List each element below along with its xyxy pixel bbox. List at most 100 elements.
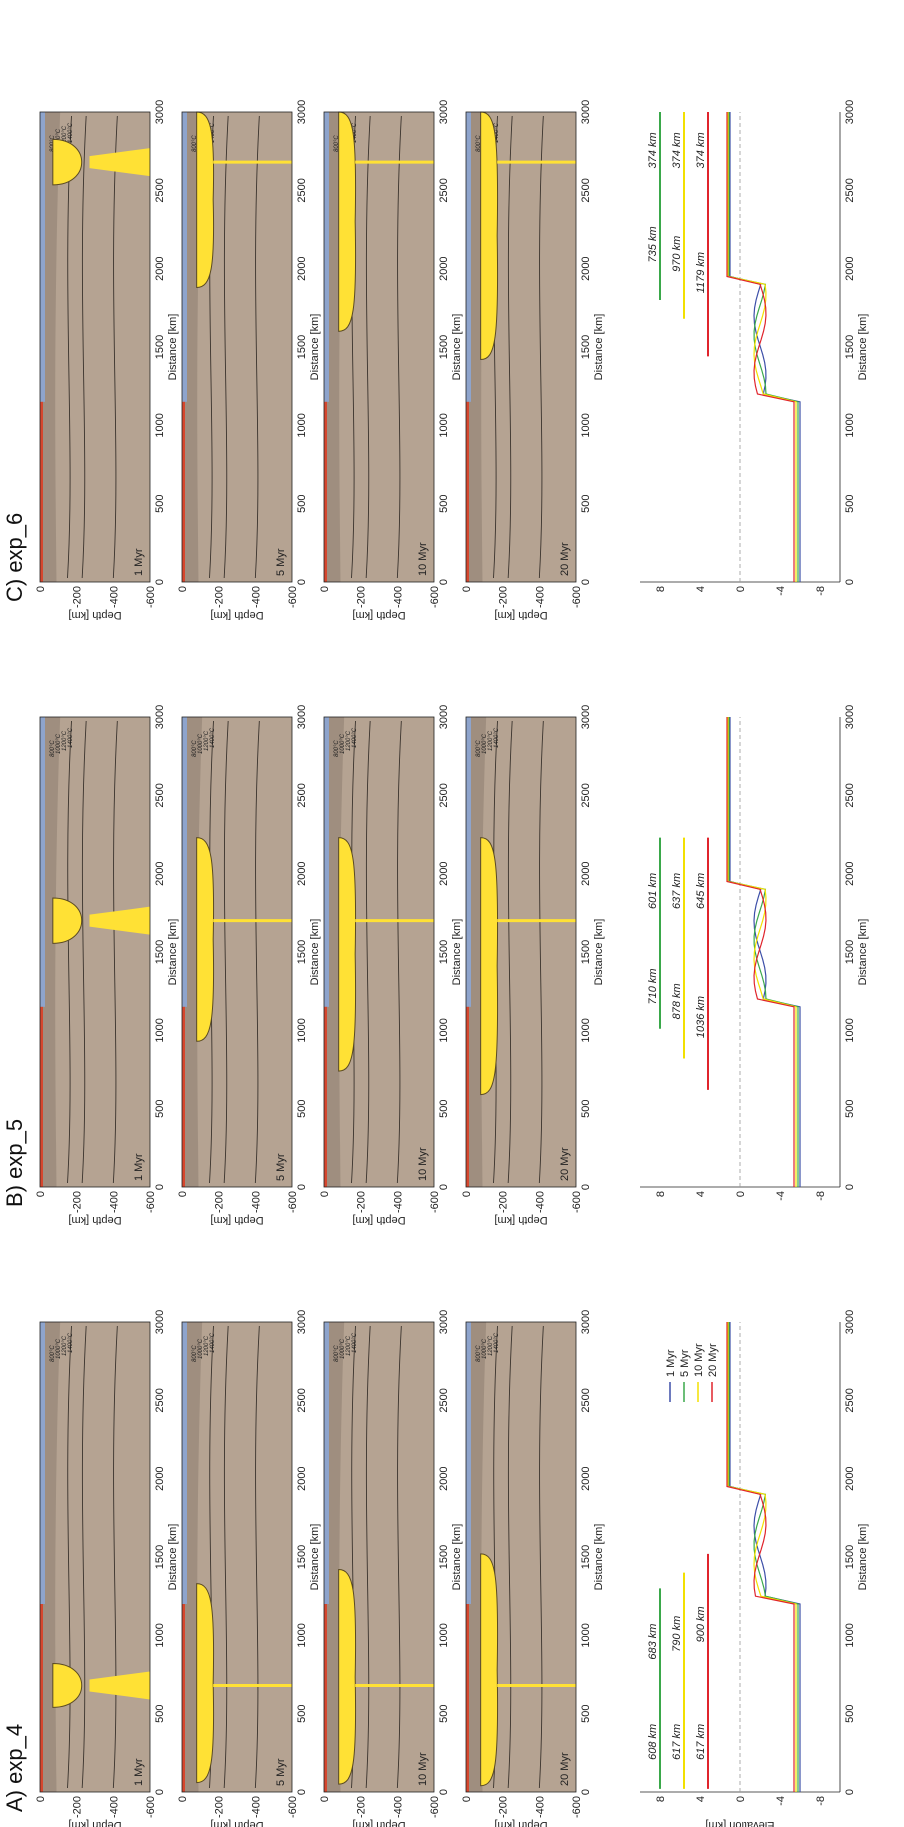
distance-axis-label: Distance [km]: [857, 919, 869, 986]
depth-tick: -400: [250, 586, 262, 608]
panel-1-0: 800°C 1000°C 1200°C 1400°C 1 Myr 0 -200 -400 -60…: [35, 705, 179, 1226]
depth-tick: 0: [461, 586, 473, 592]
isotherm-line: [223, 720, 229, 1184]
distance-tick: 500: [296, 494, 308, 512]
depth-tick: -200: [356, 586, 368, 608]
isotherm-label: 1200°C: [346, 1335, 352, 1356]
distance-tick: 3000: [438, 705, 450, 729]
distance-tick: 0: [844, 1184, 856, 1190]
elevation-tick: -4: [775, 1796, 787, 1806]
extent-right-label: 374 km: [647, 132, 659, 168]
elevation-line: [728, 1322, 799, 1792]
time-label: 1 Myr: [133, 1758, 145, 1786]
isotherm-line: [67, 1325, 72, 1789]
distance-tick: 1000: [296, 1623, 308, 1647]
depth-tick: 0: [319, 1796, 331, 1802]
depth-tick: 0: [35, 586, 47, 592]
distance-tick: 2000: [296, 1466, 308, 1490]
isotherm-label: 1400°C: [68, 727, 74, 748]
plume-sheet: [480, 1553, 499, 1787]
crust-layer: [182, 401, 185, 582]
distance-tick: 3000: [438, 1310, 450, 1334]
column-title: A) exp_4: [2, 1724, 27, 1812]
isotherm-label: 1000°C: [56, 733, 62, 754]
ocean-layer: [324, 1322, 329, 1604]
depth-tick: -400: [534, 1191, 546, 1213]
ocean-layer: [466, 1322, 471, 1604]
isotherm-line: [112, 720, 118, 1184]
depth-tick: 0: [177, 586, 189, 592]
panel-frame: [181, 716, 293, 1188]
time-label: 20 Myr: [559, 1147, 571, 1181]
depth-axis-label: Depth [km]: [210, 609, 263, 621]
isotherm-line: [223, 1325, 229, 1789]
extent-left-label: 1036 km: [695, 996, 707, 1038]
crust-layer: [40, 1006, 43, 1187]
elevation-line: [729, 112, 801, 582]
depth-tick: -200: [498, 1191, 510, 1213]
isotherm-line: [67, 720, 72, 1184]
distance-tick: 3000: [580, 100, 592, 124]
distance-tick: 2000: [844, 256, 856, 280]
distance-tick: 3000: [580, 705, 592, 729]
panel-1-1: 800°C 1000°C 1200°C 1400°C 5 Myr 0 -200 -400 -60…: [177, 705, 321, 1226]
elevation-tick: 0: [735, 586, 747, 592]
isotherm-label: 800°C: [334, 740, 340, 757]
distance-tick: 1000: [296, 413, 308, 437]
isotherm-line: [538, 1325, 544, 1789]
isotherm-label: 1200°C: [62, 730, 68, 751]
distance-tick: 3000: [438, 100, 450, 124]
depth-axis-label: Depth [km]: [352, 609, 405, 621]
isotherm-line: [396, 1325, 402, 1789]
ocean-layer: [324, 111, 329, 402]
isotherm-label: 1400°C: [352, 122, 358, 143]
extent-right-label: 601 km: [647, 873, 659, 909]
isotherm-line: [538, 115, 544, 579]
isotherm-line: [112, 115, 118, 579]
elevation-panel: 8 4 0 -4 -8 0 500 1000 1500 2000 2500 3000 Distance …: [640, 705, 869, 1201]
crust-layer: [466, 1604, 469, 1792]
depth-tick: 0: [35, 1191, 47, 1197]
legend-label: 10 Myr: [693, 1343, 705, 1377]
depth-tick: -400: [108, 586, 120, 608]
depth-tick: 0: [461, 1796, 473, 1802]
extent-left-label: 878 km: [671, 983, 683, 1019]
depth-axis-label: Depth [km]: [210, 1214, 263, 1226]
distance-tick: 0: [438, 579, 450, 585]
distance-tick: 2500: [154, 1388, 166, 1412]
elevation-tick: 8: [655, 1796, 667, 1802]
depth-tick: -600: [571, 1191, 583, 1213]
ocean-layer: [182, 111, 187, 402]
time-label: 10 Myr: [417, 542, 429, 576]
depth-tick: -600: [429, 586, 441, 608]
distance-tick: 1500: [580, 940, 592, 964]
lithosphere: [182, 717, 203, 1187]
distance-tick: 1500: [438, 1545, 450, 1569]
distance-tick: 1000: [154, 1018, 166, 1042]
elevation-tick: -4: [775, 586, 787, 596]
distance-tick: 0: [844, 579, 856, 585]
elevation-line: [727, 717, 797, 1187]
isotherm-label: 1400°C: [352, 727, 358, 748]
elevation-tick: 4: [695, 1796, 707, 1802]
distance-tick: 2500: [154, 178, 166, 202]
plume-head: [52, 1663, 82, 1708]
isotherm-line: [365, 720, 371, 1184]
distance-tick: 1000: [580, 1623, 592, 1647]
distance-tick: 0: [296, 1184, 308, 1190]
distance-tick: 1500: [580, 335, 592, 359]
distance-tick: 2500: [438, 178, 450, 202]
distance-tick: 2500: [154, 783, 166, 807]
elevation-tick: -8: [815, 586, 827, 596]
time-label: 1 Myr: [133, 1153, 145, 1181]
time-label: 10 Myr: [417, 1147, 429, 1181]
distance-tick: 2000: [844, 1466, 856, 1490]
isotherm-line: [81, 1325, 87, 1789]
distance-tick: 500: [438, 494, 450, 512]
column-title: B) exp_5: [2, 1119, 27, 1207]
distance-tick: 1500: [154, 335, 166, 359]
depth-tick: -200: [498, 586, 510, 608]
